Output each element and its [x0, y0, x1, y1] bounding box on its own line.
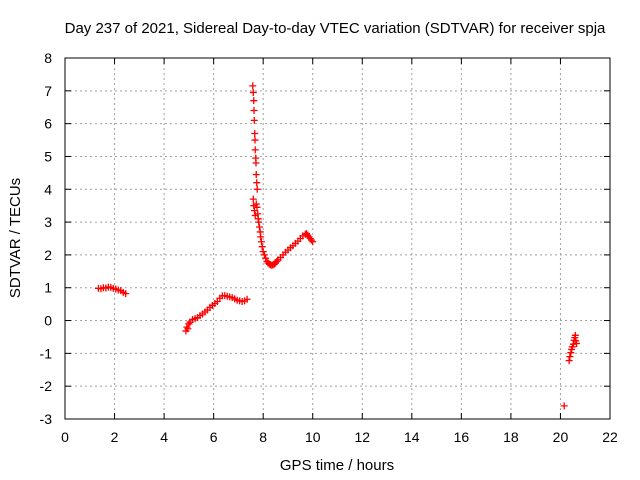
- plot-frame: [64, 57, 611, 420]
- y-tick-label: 0: [44, 313, 52, 329]
- data-point: [249, 82, 257, 90]
- x-tick-label: 16: [454, 429, 470, 445]
- y-tick-label: 5: [44, 148, 52, 164]
- data-point: [251, 136, 259, 144]
- data-point: [250, 97, 258, 105]
- grid: [65, 58, 610, 419]
- x-tick-label: 22: [602, 429, 618, 445]
- y-tick-label: 4: [44, 181, 52, 197]
- data-point: [185, 320, 193, 328]
- x-tick-label: 6: [210, 429, 218, 445]
- data-point: [249, 88, 257, 96]
- data-point: [252, 171, 260, 179]
- x-tick-label: 4: [160, 429, 168, 445]
- x-tick-label: 20: [553, 429, 569, 445]
- data-point: [250, 107, 258, 115]
- chart-title: Day 237 of 2021, Sidereal Day-to-day VTE…: [65, 20, 606, 37]
- data-point: [259, 248, 267, 256]
- data-point: [257, 238, 265, 246]
- x-tick-label: 12: [354, 429, 370, 445]
- x-tick-label: 0: [61, 429, 69, 445]
- data-points: [94, 82, 581, 410]
- y-tick-label: 7: [44, 83, 52, 99]
- y-tick-label: -2: [40, 378, 53, 394]
- x-tick-label: 2: [111, 429, 119, 445]
- data-point: [262, 254, 270, 262]
- data-point: [253, 203, 261, 211]
- data-point: [309, 238, 317, 246]
- data-point: [258, 243, 266, 251]
- data-point: [573, 340, 581, 348]
- data-point: [184, 325, 192, 333]
- x-tick-label: 18: [503, 429, 519, 445]
- x-tick-label: 14: [404, 429, 420, 445]
- data-point: [257, 233, 265, 241]
- y-tick-label: -3: [40, 411, 53, 427]
- data-point: [252, 159, 260, 167]
- y-tick-label: 3: [44, 214, 52, 230]
- data-point: [251, 146, 259, 154]
- y-tick-label: 2: [44, 247, 52, 263]
- data-point: [243, 295, 251, 303]
- data-point: [252, 200, 260, 208]
- data-point: [250, 116, 258, 124]
- data-point: [122, 290, 130, 298]
- data-point: [307, 236, 315, 244]
- data-point: [253, 179, 261, 187]
- y-tick-label: 1: [44, 280, 52, 296]
- data-point: [255, 223, 263, 231]
- y-tick-label: 8: [44, 50, 52, 66]
- data-point: [249, 195, 257, 203]
- data-point: [566, 353, 574, 361]
- data-point: [565, 357, 573, 365]
- x-tick-label: 8: [259, 429, 267, 445]
- data-point: [253, 185, 261, 193]
- data-point: [251, 129, 259, 137]
- y-axis-label: SDTVAR / TECUs: [7, 178, 24, 298]
- data-point: [560, 402, 568, 410]
- data-point: [255, 218, 263, 226]
- data-point: [260, 251, 268, 259]
- x-tick-label: 10: [305, 429, 321, 445]
- data-point: [273, 257, 281, 265]
- data-point: [567, 349, 575, 357]
- y-tick-label: -1: [40, 345, 53, 361]
- x-axis-label: GPS time / hours: [280, 457, 394, 474]
- y-tick-label: 6: [44, 116, 52, 132]
